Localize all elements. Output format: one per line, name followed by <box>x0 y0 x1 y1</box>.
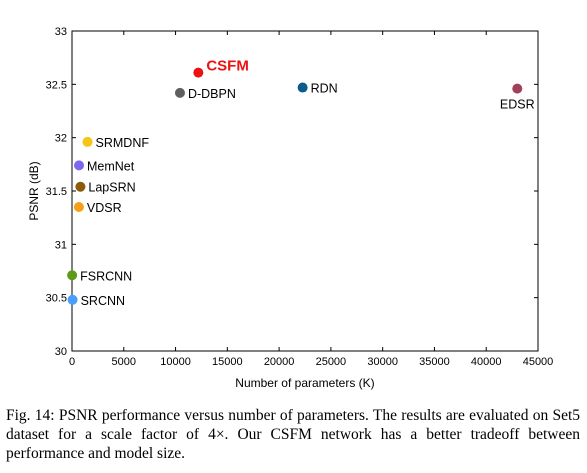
data-point-lapsrn <box>75 181 86 192</box>
data-points: SRCNN FSRCNN VDSR LapSRN MemNet SRMDNF D-DBPN C… <box>67 58 535 308</box>
x-tick-label: 30000 <box>367 356 398 368</box>
x-tick-label: 5000 <box>112 356 136 368</box>
y-tick-label: 32 <box>55 133 67 145</box>
x-axis-label: Number of parameters (K) <box>235 376 374 390</box>
data-point-vdsr <box>73 202 84 212</box>
x-tick-label: 35000 <box>419 356 450 368</box>
data-point-edsr <box>512 83 523 94</box>
x-axis-ticks: 0 5000 10000 15000 20000 25000 30000 35000 40000… <box>69 31 553 368</box>
x-tick-label: 40000 <box>471 356 502 368</box>
data-point-d-dbpn <box>174 87 185 98</box>
x-tick-label: 45000 <box>523 356 554 368</box>
point-label-vdsr: VDSR <box>87 201 122 215</box>
x-tick-label: 15000 <box>212 356 243 368</box>
plot-area <box>71 30 539 352</box>
y-tick-label: 32.5 <box>46 79 67 91</box>
y-tick-label: 30 <box>55 346 67 358</box>
y-axis-label: PSNR (dB) <box>27 161 41 220</box>
data-point-memnet <box>74 160 85 171</box>
x-tick-label: 25000 <box>316 356 347 368</box>
data-point-fsrcnn <box>67 270 78 281</box>
psnr-scatter-chart: 0 5000 10000 15000 20000 25000 30000 35000 40000… <box>27 26 553 390</box>
point-label-srcnn: SRCNN <box>81 294 125 308</box>
y-tick-label: 31.5 <box>46 186 67 198</box>
point-label-srmdnf: SRMDNF <box>96 136 150 150</box>
x-tick-label: 20000 <box>264 356 295 368</box>
y-tick-label: 30.5 <box>46 293 67 305</box>
point-label-csfm: CSFM <box>206 58 249 75</box>
point-label-edsr: EDSR <box>500 98 535 112</box>
data-point-csfm <box>193 67 204 78</box>
y-axis-ticks: 30 30.5 31 31.5 32 32.5 33 <box>46 26 538 358</box>
y-tick-label: 33 <box>55 26 67 38</box>
point-label-lapsrn: LapSRN <box>88 181 135 195</box>
x-tick-label: 10000 <box>160 356 191 368</box>
point-label-fsrcnn: FSRCNN <box>80 269 132 283</box>
figure-caption: Fig. 14: PSNR performance versus number … <box>6 407 580 462</box>
data-point-rdn <box>297 82 308 93</box>
y-tick-label: 31 <box>55 239 67 251</box>
x-tick-label: 0 <box>69 356 75 368</box>
point-label-d-dbpn: D-DBPN <box>188 87 236 101</box>
data-point-srcnn <box>67 294 78 305</box>
point-label-memnet: MemNet <box>87 159 135 173</box>
data-point-srmdnf <box>82 136 93 147</box>
point-label-rdn: RDN <box>311 82 338 96</box>
